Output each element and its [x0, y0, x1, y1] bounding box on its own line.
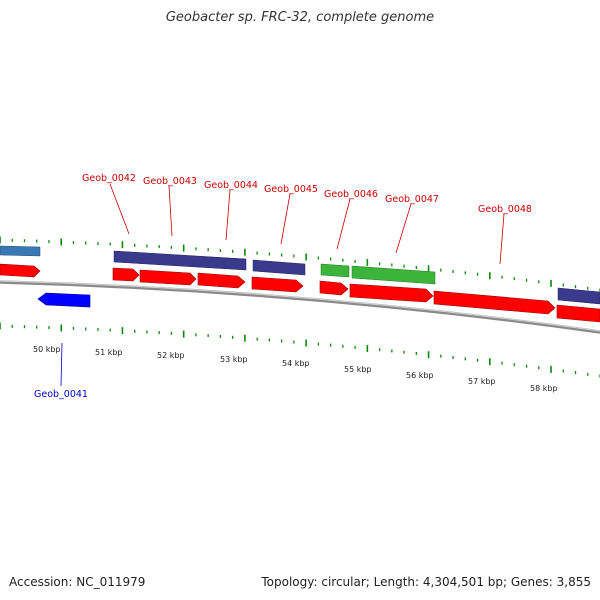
accession-text: Accession: NC_011979: [9, 575, 146, 589]
gene-label-geob-0048[interactable]: Geob_0048: [478, 204, 532, 215]
gene-label-geob-0045[interactable]: Geob_0045: [264, 184, 318, 195]
label-leader-lines: [60, 183, 505, 387]
feature-track-upper: [0, 245, 600, 305]
gene-label-geob-0044[interactable]: Geob_0044: [204, 180, 258, 191]
gene-arrow-forward[interactable]: [433, 290, 556, 315]
leader-line-geob-0044: [225, 189, 231, 241]
gene-labels: Geob_0041 Geob_0042 Geob_0043 Geob_0044 …: [34, 173, 532, 400]
scale-label: 50 kbp: [33, 345, 61, 354]
gene-label-geob-0047[interactable]: Geob_0047: [385, 194, 439, 205]
gene-label-geob-0041[interactable]: Geob_0041: [34, 389, 88, 400]
forward-strand-genes: [0, 263, 600, 323]
leader-line-geob-0042: [109, 183, 130, 235]
inner-tick-ring: [0, 322, 600, 378]
gene-label-geob-0043[interactable]: Geob_0043: [143, 176, 197, 187]
gene-arrow-reverse-geob-0041[interactable]: [37, 292, 91, 308]
gene-arrow-forward[interactable]: [556, 304, 600, 323]
scale-label: 54 kbp: [282, 359, 310, 368]
gene-arrow-forward[interactable]: [112, 267, 140, 282]
scale-label: 53 kbp: [220, 355, 248, 364]
outer-tick-ring: [0, 236, 600, 292]
genome-backbone-highlight: [0, 280, 600, 332]
scale-label: 55 kbp: [344, 365, 372, 374]
gene-arrow-forward[interactable]: [251, 276, 304, 293]
genome-summary-text: Topology: circular; Length: 4,304,501 bp…: [261, 575, 591, 589]
leader-line-geob-0045: [280, 193, 291, 245]
feature-block-geob-0046[interactable]: [320, 263, 350, 278]
feature-block-geob-0042-0044[interactable]: [113, 250, 247, 271]
scale-label: 51 kbp: [95, 348, 123, 357]
feature-block-left[interactable]: [0, 245, 41, 257]
leader-line-geob-0048: [499, 213, 505, 265]
feature-block-right[interactable]: [557, 287, 600, 305]
gene-label-geob-0042[interactable]: Geob_0042: [82, 173, 136, 184]
scale-label: 56 kbp: [406, 371, 434, 380]
scale-label: 57 kbp: [468, 377, 496, 386]
scale-label: 52 kbp: [157, 351, 185, 360]
feature-block-geob-0047[interactable]: [351, 265, 436, 285]
gene-arrow-forward[interactable]: [0, 263, 41, 278]
leader-line-geob-0043: [168, 185, 173, 237]
leader-line-geob-0047: [395, 203, 412, 254]
genome-backbone: [0, 280, 600, 334]
gene-arrow-forward[interactable]: [319, 280, 349, 296]
leader-line-geob-0046: [336, 198, 351, 250]
gene-arrow-forward[interactable]: [197, 272, 246, 289]
gene-arrow-forward[interactable]: [139, 269, 197, 286]
feature-block-geob-0045[interactable]: [252, 259, 306, 276]
scale-label: 58 kbp: [530, 384, 558, 393]
gene-label-geob-0046[interactable]: Geob_0046: [324, 189, 378, 200]
gene-arrow-forward[interactable]: [349, 283, 434, 303]
map-title: Geobacter sp. FRC-32, complete genome: [165, 10, 435, 25]
scale-labels: 50 kbp 51 kbp 52 kbp 53 kbp 54 kbp 55 kb…: [33, 345, 558, 393]
leader-line-geob-0041: [60, 342, 63, 387]
